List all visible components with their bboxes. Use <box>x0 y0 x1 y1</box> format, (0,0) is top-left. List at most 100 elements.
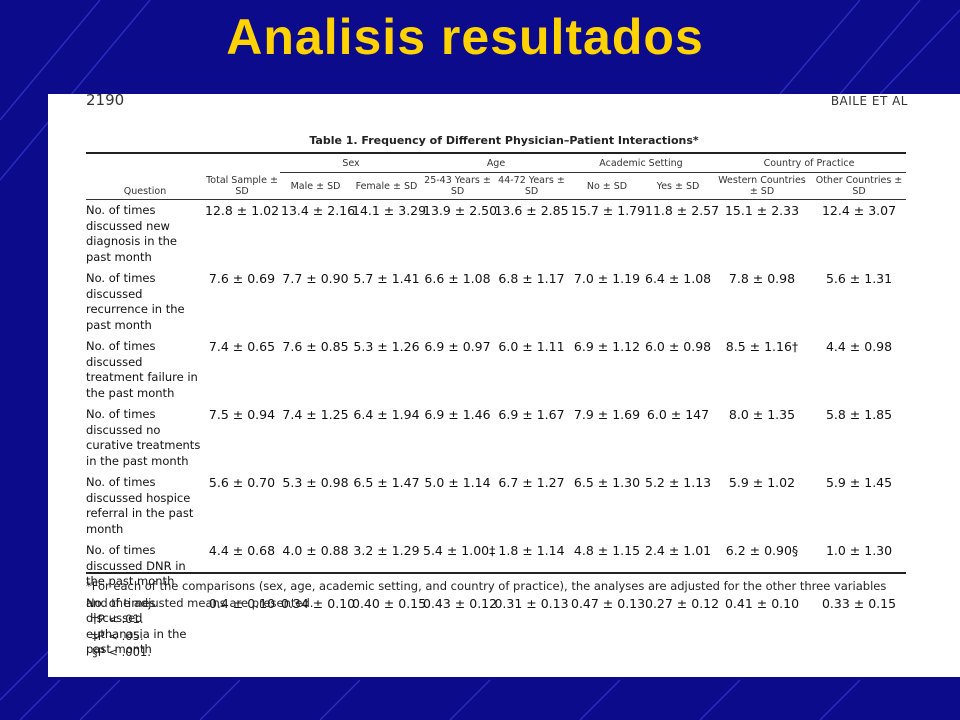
cell-value: 0.27 ± 0.12 <box>645 595 720 611</box>
cell-value: 15.1 ± 2.33 <box>724 203 800 218</box>
cell-value: 0.41 ± 0.10 <box>724 595 800 611</box>
column-group-row: Question Total Sample ± SD Sex Age Acade… <box>86 152 907 200</box>
cell-value: 6.5 ± 1.30 <box>573 475 641 490</box>
cell-value: 0.34 ± 0.10 <box>281 595 356 611</box>
running-head: BAILE ET AL <box>830 94 908 108</box>
cell-value: 5.2 ± 1.13 <box>645 475 712 490</box>
cell-value: 0.4 ± 0.10 <box>208 595 276 611</box>
footnote-section: §P < .001. <box>92 645 151 659</box>
cell-value: 6.5 ± 1.47 <box>353 475 420 490</box>
cell-value: 5.4 ± 1.00‡ <box>423 543 496 558</box>
col-group-sex: Sex <box>280 152 422 173</box>
col-header-question: Question <box>86 152 204 200</box>
cell-value: 6.4 ± 1.08 <box>645 271 712 286</box>
row-question: No. of times discussed new diagnosis in … <box>86 203 178 264</box>
slide-title: Analisis resultados <box>226 9 704 65</box>
table-caption: Table 1. Frequency of Different Physicia… <box>309 134 699 147</box>
table-row: No. of times discussed no curative treat… <box>86 407 906 475</box>
cell-value: 6.7 ± 1.27 <box>498 475 565 490</box>
cell-value: 0.40 ± 0.15 <box>352 595 427 611</box>
cell-value: 5.8 ± 1.85 <box>825 407 893 422</box>
cell-value: 7.7 ± 0.90 <box>282 271 349 286</box>
cell-value: 12.4 ± 3.07 <box>821 203 897 218</box>
cell-value: 6.4 ± 1.94 <box>353 407 420 422</box>
col-header-academic-yes: Yes ± SD <box>644 172 712 200</box>
cell-value: 6.9 ± 0.97 <box>424 339 491 354</box>
cell-value: 2.4 ± 1.01 <box>645 543 712 558</box>
cell-value: 13.4 ± 2.16 <box>281 203 356 218</box>
row-question: No. of times discussed recurrence in the… <box>86 271 185 332</box>
cell-value: 7.6 ± 0.69 <box>208 271 276 286</box>
col-header-academic-no: No ± SD <box>570 172 644 200</box>
frequency-table: Question Total Sample ± SD Sex Age Acade… <box>86 152 907 664</box>
cell-value: 8.5 ± 1.16† <box>725 339 799 354</box>
cell-value: 15.7 ± 1.79 <box>571 203 646 218</box>
col-header-other: Other Countries ± SD <box>812 172 907 200</box>
cell-value: 5.6 ± 1.31 <box>825 271 893 286</box>
cell-value: 4.4 ± 0.98 <box>825 339 893 354</box>
cell-value: 1.8 ± 1.14 <box>498 543 565 558</box>
cell-value: 5.7 ± 1.41 <box>353 271 420 286</box>
cell-value: 14.1 ± 3.29 <box>352 203 427 218</box>
cell-value: 6.2 ± 0.90§ <box>725 543 799 558</box>
table-row: No. of times discussed recurrence in the… <box>86 271 906 339</box>
cell-value: 6.0 ± 147 <box>646 407 710 422</box>
cell-value: 7.0 ± 1.19 <box>573 271 641 286</box>
row-question: No. of times discussed hospice referral … <box>86 475 194 536</box>
table-row: No. of times discussed new diagnosis in … <box>86 200 906 272</box>
cell-value: 0.33 ± 0.15 <box>821 595 897 611</box>
journal-page-excerpt: 2190 BAILE ET AL Table 1. Frequency of D… <box>48 91 960 677</box>
cell-value: 11.8 ± 2.57 <box>645 203 720 218</box>
cell-value: 13.9 ± 2.50 <box>423 203 498 218</box>
col-group-academic-setting: Academic Setting <box>570 152 712 173</box>
table-footnotes: *For each of the comparisons (sex, age, … <box>86 572 906 661</box>
cell-value: 5.9 ± 1.02 <box>728 475 796 490</box>
cell-value: 7.9 ± 1.69 <box>573 407 641 422</box>
cell-value: 6.9 ± 1.67 <box>498 407 565 422</box>
cell-value: 0.43 ± 0.12 <box>423 595 498 611</box>
col-header-age-young: 25-43 Years ± SD <box>422 172 493 200</box>
cell-value: 7.4 ± 1.25 <box>282 407 349 422</box>
cell-value: 1.0 ± 1.30 <box>825 543 893 558</box>
cell-value: 7.6 ± 0.85 <box>282 339 349 354</box>
cell-value: 5.3 ± 1.26 <box>353 339 420 354</box>
cell-value: 5.3 ± 0.98 <box>282 475 349 490</box>
cell-value: 7.5 ± 0.94 <box>208 407 276 422</box>
col-group-country: Country of Practice <box>712 152 907 173</box>
footnote-adjustment: *For each of the comparisons (sex, age, … <box>86 579 887 610</box>
cell-value: 8.0 ± 1.35 <box>728 407 796 422</box>
row-question: No. of times discussed treatment failure… <box>86 339 198 400</box>
cell-value: 13.6 ± 2.85 <box>494 203 569 218</box>
col-header-female: Female ± SD <box>351 172 422 200</box>
cell-value: 4.8 ± 1.15 <box>573 543 641 558</box>
table-row: No. of times discussed treatment failure… <box>86 339 906 407</box>
row-question: No. of times discussed DNR in the past m… <box>86 543 186 588</box>
col-header-age-old: 44-72 Years ± SD <box>493 172 570 200</box>
page-number: 2190 <box>86 91 125 109</box>
column-header-row: Male ± SD Female ± SD 25-43 Years ± SD 4… <box>86 172 907 200</box>
row-question: No. of times discussed no curative treat… <box>86 407 201 468</box>
cell-value: 6.8 ± 1.17 <box>498 271 565 286</box>
cell-value: 7.4 ± 0.65 <box>208 339 276 354</box>
cell-value: 6.6 ± 1.08 <box>424 271 491 286</box>
footnote-double-dagger: ‡P < .05. <box>92 628 144 643</box>
cell-value: 3.2 ± 1.29 <box>353 543 420 558</box>
cell-value: 5.6 ± 0.70 <box>208 475 276 490</box>
table-row: No. of times discussed hospice referral … <box>86 475 906 543</box>
footnote-dagger: †P < .01. <box>92 612 144 626</box>
col-header-male: Male ± SD <box>280 172 351 200</box>
cell-value: 4.0 ± 0.88 <box>282 543 349 558</box>
cell-value: 5.0 ± 1.14 <box>424 475 491 490</box>
cell-value: 6.0 ± 1.11 <box>498 339 565 354</box>
cell-value: 12.8 ± 1.02 <box>205 203 280 218</box>
cell-value: 0.31 ± 0.13 <box>494 595 569 611</box>
row-question: No. of times discussed euthanasia in the… <box>86 595 187 657</box>
table-row: No. of times discussed euthanasia in the… <box>86 596 906 664</box>
col-header-total-sample: Total Sample ± SD <box>204 152 280 200</box>
cell-value: 6.9 ± 1.12 <box>573 339 641 354</box>
cell-value: 7.8 ± 0.98 <box>728 271 796 286</box>
table-row: No. of times discussed DNR in the past m… <box>86 543 906 596</box>
cell-value: 6.0 ± 0.98 <box>645 339 712 354</box>
cell-value: 5.9 ± 1.45 <box>825 475 893 490</box>
